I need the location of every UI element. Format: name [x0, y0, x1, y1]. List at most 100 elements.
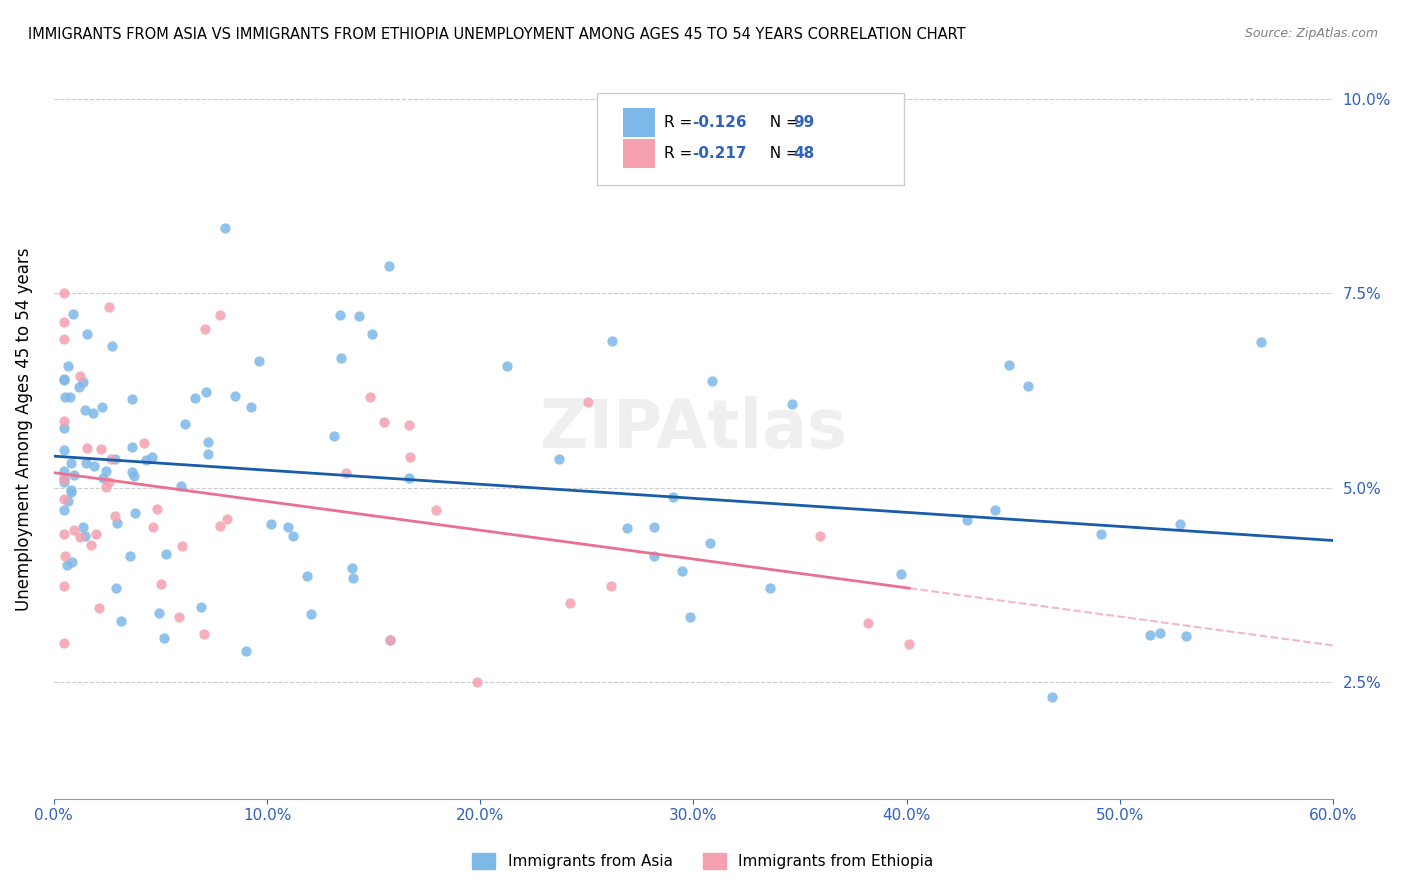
Text: ZIPAtlas: ZIPAtlas: [540, 396, 846, 462]
Point: [759, 582, 782, 596]
Text: R =: R =: [664, 146, 697, 161]
Point: [59, 484, 82, 499]
Text: -0.126: -0.126: [692, 115, 747, 130]
Point: [643, 520, 665, 534]
Point: [67, 380, 90, 394]
Point: [97, 300, 120, 314]
Point: [104, 509, 127, 524]
Point: [122, 469, 145, 483]
Point: [378, 632, 401, 647]
Point: [53, 443, 76, 458]
Point: [91, 401, 114, 415]
Point: [153, 631, 176, 645]
Point: [810, 529, 832, 543]
Text: 48: 48: [793, 146, 814, 161]
Point: [342, 571, 364, 585]
Point: [59, 390, 82, 404]
Point: [377, 259, 399, 273]
Point: [465, 675, 488, 690]
Point: [53, 503, 76, 517]
Point: [104, 451, 127, 466]
Point: [149, 576, 172, 591]
Point: [890, 566, 912, 581]
Point: [146, 502, 169, 516]
Point: [340, 560, 363, 574]
Point: [101, 339, 124, 353]
Point: [373, 415, 395, 429]
Point: [197, 434, 219, 449]
Point: [53, 390, 76, 404]
Point: [90, 442, 112, 456]
Point: [60, 456, 83, 470]
Point: [780, 397, 803, 411]
Point: [76, 441, 98, 455]
Text: 99: 99: [793, 115, 814, 130]
Point: [898, 637, 921, 651]
Point: [662, 490, 685, 504]
Point: [63, 467, 86, 482]
Point: [1040, 690, 1063, 704]
Point: [548, 452, 571, 467]
Point: [602, 334, 624, 348]
Point: [62, 307, 84, 321]
Point: [94, 464, 117, 478]
Point: [53, 373, 76, 387]
Point: [702, 374, 724, 388]
Point: [53, 285, 76, 300]
Text: -0.217: -0.217: [692, 146, 747, 161]
Point: [329, 309, 352, 323]
Point: [378, 632, 401, 647]
Point: [330, 351, 353, 366]
Text: IMMIGRANTS FROM ASIA VS IMMIGRANTS FROM ETHIOPIA UNEMPLOYMENT AMONG AGES 45 TO 5: IMMIGRANTS FROM ASIA VS IMMIGRANTS FROM …: [28, 27, 966, 42]
Legend: Immigrants from Asia, Immigrants from Ethiopia: Immigrants from Asia, Immigrants from Et…: [467, 847, 939, 875]
Point: [75, 456, 97, 470]
Point: [183, 391, 205, 405]
Point: [97, 475, 120, 489]
Point: [132, 435, 155, 450]
Point: [984, 503, 1007, 517]
Point: [174, 417, 197, 431]
Point: [276, 520, 298, 534]
Point: [84, 526, 107, 541]
Point: [142, 519, 165, 533]
Point: [58, 494, 80, 508]
Point: [141, 450, 163, 465]
Point: [53, 315, 76, 329]
Point: [72, 375, 94, 389]
Point: [91, 470, 114, 484]
Point: [105, 516, 128, 530]
Point: [1168, 517, 1191, 532]
Point: [58, 359, 80, 373]
Point: [361, 327, 384, 342]
Point: [247, 353, 270, 368]
Point: [190, 599, 212, 614]
Point: [956, 513, 979, 527]
Point: [235, 644, 257, 658]
Point: [359, 390, 381, 404]
Point: [121, 441, 143, 455]
Point: [1250, 335, 1272, 350]
Point: [323, 429, 346, 443]
Point: [260, 516, 283, 531]
Point: [616, 521, 638, 535]
Point: [55, 549, 77, 563]
Point: [121, 392, 143, 406]
Text: N =: N =: [759, 115, 803, 130]
Point: [69, 368, 91, 383]
Point: [53, 421, 76, 435]
Point: [172, 539, 194, 553]
FancyBboxPatch shape: [623, 108, 655, 137]
Point: [169, 610, 191, 624]
Point: [643, 549, 665, 564]
Point: [73, 528, 96, 542]
Point: [53, 636, 76, 650]
Point: [1175, 629, 1198, 643]
Point: [208, 519, 231, 533]
Point: [239, 400, 262, 414]
Text: Source: ZipAtlas.com: Source: ZipAtlas.com: [1244, 27, 1378, 40]
Point: [1149, 626, 1171, 640]
Point: [194, 322, 217, 336]
FancyBboxPatch shape: [623, 138, 655, 169]
Point: [60, 483, 83, 498]
Point: [197, 446, 219, 460]
